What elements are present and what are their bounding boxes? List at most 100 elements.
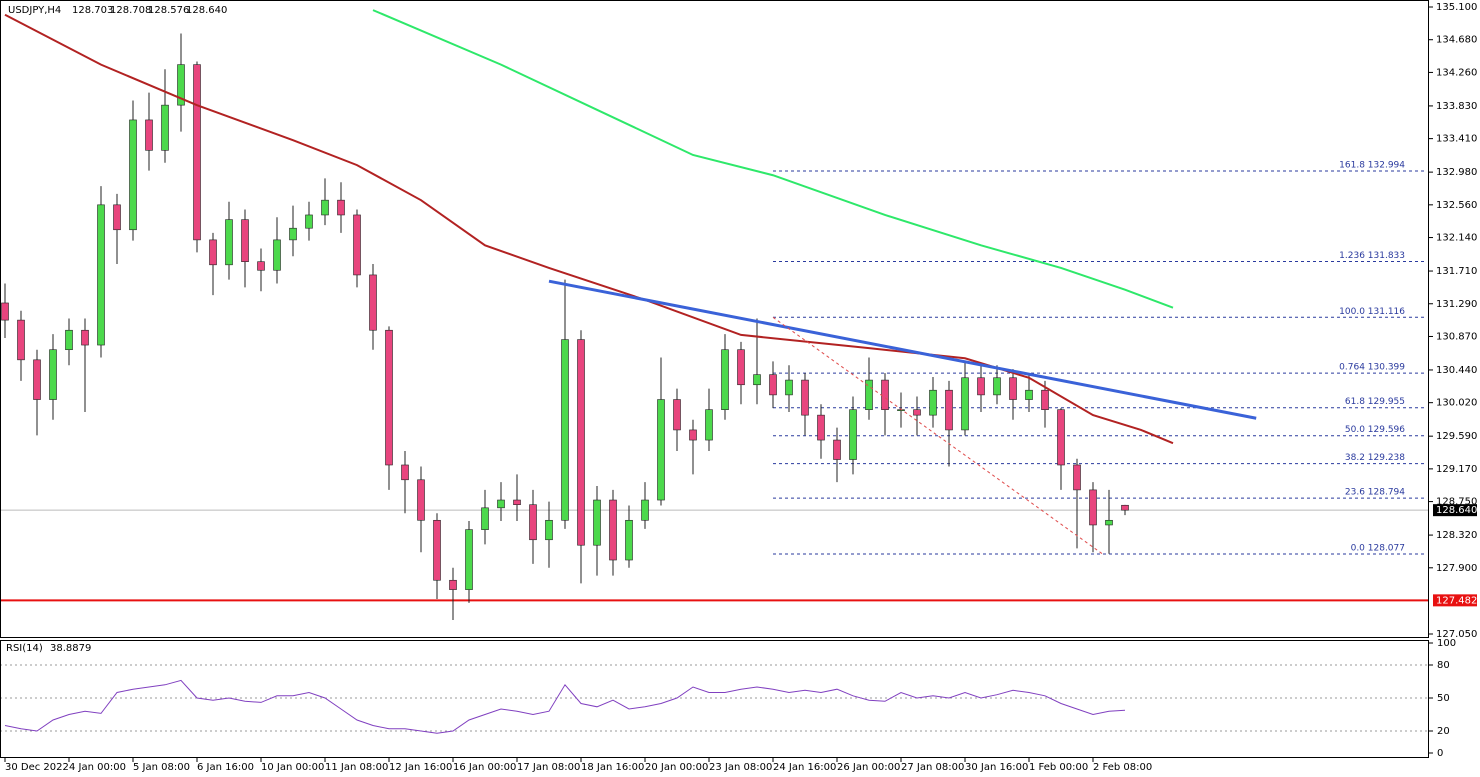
candle-body [881, 379, 889, 410]
rsi-tick-label: 20 [1437, 726, 1450, 737]
candle-body [529, 504, 537, 541]
header-low: 128.576 [148, 5, 189, 16]
candle-body [1089, 489, 1097, 526]
y-tick-label: 131.290 [1436, 299, 1477, 310]
y-tick-label: 133.410 [1436, 134, 1477, 145]
candle-body [385, 329, 393, 466]
candle-body [97, 204, 105, 346]
candle-body [1105, 519, 1113, 526]
candle-body [641, 499, 649, 521]
candle-body [401, 464, 409, 481]
header-open: 128.703 [72, 5, 113, 16]
candle-body [145, 119, 153, 151]
candle-body [33, 359, 41, 400]
current-price-label: 128.640 [1436, 505, 1477, 516]
x-tick-label: 30 Jan 16:00 [965, 762, 1028, 773]
candle-body [129, 119, 137, 231]
candle-body [849, 409, 857, 460]
candle-body [769, 374, 777, 396]
x-tick-label: 1 Feb 00:00 [1029, 762, 1088, 773]
fib-label: 61.8 129.955 [1345, 397, 1405, 407]
y-tick-label: 130.870 [1436, 331, 1477, 342]
support-label: 127.482 [1436, 595, 1477, 606]
candle-body [481, 507, 489, 530]
rsi-frame [0, 640, 1429, 758]
x-tick-label: 17 Jan 08:00 [517, 762, 580, 773]
candle-body [369, 274, 377, 331]
y-tick-label: 133.830 [1436, 101, 1477, 112]
candle-body [449, 579, 457, 590]
x-tick-label: 5 Jan 08:00 [133, 762, 190, 773]
candle-body [17, 319, 25, 361]
x-tick-label: 10 Jan 00:00 [261, 762, 324, 773]
candle-body [833, 439, 841, 460]
y-tick-label: 128.320 [1436, 530, 1477, 541]
candle-body [961, 377, 969, 431]
candle-body [705, 409, 713, 441]
candle-body [737, 349, 745, 386]
y-tick-label: 128.750 [1436, 497, 1477, 508]
candle-body [177, 64, 185, 106]
y-tick-label: 131.710 [1436, 266, 1477, 277]
rsi-tick-label: 50 [1437, 693, 1450, 704]
overlay-line [4, 13, 1174, 445]
candle-body [337, 199, 345, 216]
x-tick-label: 11 Jan 08:00 [325, 762, 388, 773]
x-tick-label: 16 Jan 00:00 [453, 762, 516, 773]
candle-body [1025, 389, 1033, 400]
x-tick-label: 23 Jan 08:00 [709, 762, 772, 773]
candle-body [929, 389, 937, 416]
x-tick-label: 30 Dec 2022 [5, 762, 69, 773]
candle-body [273, 239, 281, 271]
x-tick-label: 27 Jan 08:00 [901, 762, 964, 773]
candle-body [993, 377, 1001, 396]
candle-body [1121, 504, 1129, 511]
fib-label: 38.2 129.238 [1345, 453, 1405, 463]
y-tick-label: 130.020 [1436, 398, 1477, 409]
fib-label: 1.236 131.833 [1339, 251, 1405, 261]
x-tick-label: 6 Jan 16:00 [197, 762, 254, 773]
candle-body [241, 219, 249, 262]
candle-body [65, 329, 73, 351]
y-tick-label: 127.900 [1436, 563, 1477, 574]
candle-body [161, 104, 169, 151]
candle-body [497, 499, 505, 509]
current-price-box [1433, 504, 1477, 517]
rsi-tick-label: 80 [1437, 660, 1450, 671]
y-tick-label: 130.440 [1436, 365, 1477, 376]
header-high: 128.708 [110, 5, 151, 16]
candle-body [913, 409, 921, 416]
x-tick-label: 18 Jan 16:00 [581, 762, 644, 773]
candle-body [113, 204, 121, 231]
y-tick-label: 132.560 [1436, 200, 1477, 211]
candle-body [577, 339, 585, 546]
candle-body [689, 429, 697, 441]
y-tick-label: 129.590 [1436, 431, 1477, 442]
overlay-line [548, 279, 1257, 420]
x-tick-label: 20 Jan 00:00 [645, 762, 708, 773]
candle-body [49, 349, 57, 400]
rsi-line [4, 679, 1126, 734]
header-symbol: USDJPY,H4 [8, 5, 61, 16]
price-panel: 161.8 132.994 1.236 131.833 100.0 131.116 0… [1, 9, 1428, 620]
candle-body [321, 199, 329, 216]
fib-label: 0.764 130.399 [1339, 363, 1405, 373]
y-tick-label: 134.260 [1436, 67, 1477, 78]
y-tick-label: 132.140 [1436, 233, 1477, 244]
rsi-value: 38.8879 [50, 643, 91, 654]
rsi-tick-label: 100 [1437, 638, 1456, 649]
candle-body [865, 379, 873, 410]
support-box [1433, 594, 1477, 607]
axes: 135.100 134.680 134.260 133.830 133.410 132.9… [4, 2, 1477, 773]
candle-body [801, 379, 809, 416]
y-tick-label: 132.980 [1436, 167, 1477, 178]
y-tick-label: 134.680 [1436, 35, 1477, 46]
candle-body [1073, 464, 1081, 491]
rsi-title: RSI(14) [6, 643, 43, 654]
candle-body [81, 329, 89, 346]
candle-body [721, 349, 729, 410]
fib-label: 161.8 132.994 [1339, 161, 1405, 171]
candle-body [465, 529, 473, 590]
candle-body [209, 239, 217, 266]
candle-body [609, 499, 617, 561]
